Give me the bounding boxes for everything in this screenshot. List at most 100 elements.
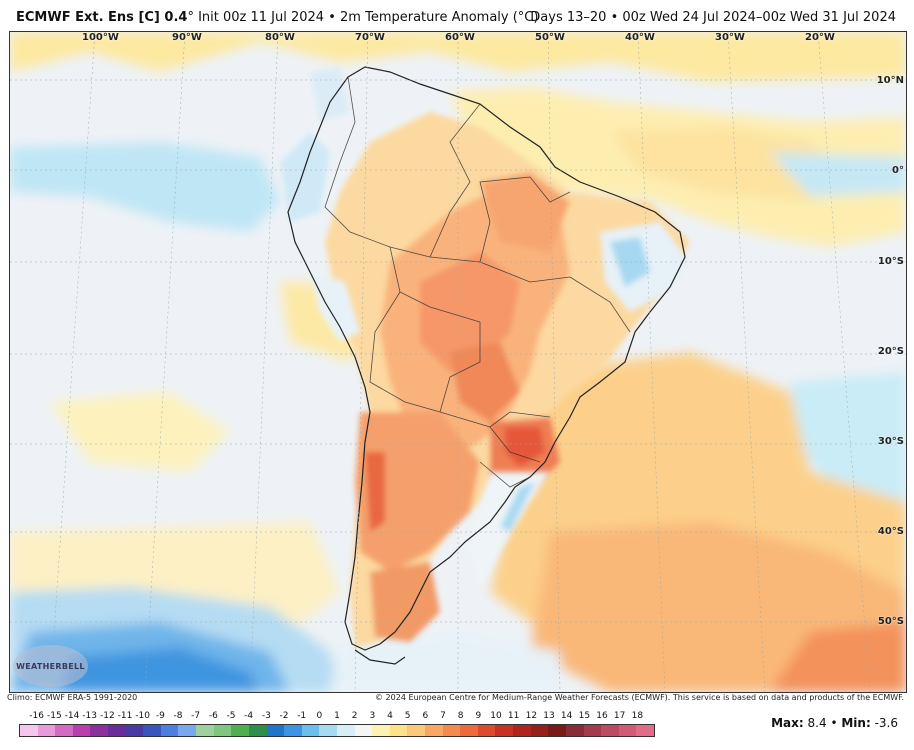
colorbar-swatch [55,725,73,736]
colorbar-swatch [442,725,461,736]
colorbar-tick-label: 6 [422,711,429,721]
colorbar-tick-label: -7 [191,711,201,721]
colorbar-tick-label: -5 [226,711,236,721]
colorbar-swatch [319,725,337,736]
colorbar-swatch [178,725,197,736]
stats-separator: • [830,716,838,730]
max-value: 8.4 [807,716,827,730]
colorbar-swatch [301,725,320,736]
colorbar-tick-label: -3 [261,711,271,721]
colorbar-tick-label: 3 [369,711,376,721]
map-title: ECMWF Ext. Ens [C] 0.4° Init 00z 11 Jul … [16,10,538,25]
min-label: Min: [841,716,871,730]
colorbar-tick-label: 16 [596,711,608,721]
model-name: ECMWF Ext. Ens [C] 0.4 [16,10,188,25]
colorbar-swatch [460,725,478,736]
colorbar-swatch [90,725,109,736]
lat-label: 20°S [877,346,904,357]
colorbar-swatch [196,725,214,736]
colorbar-swatch [125,725,144,736]
colorbar-swatch [336,725,355,736]
colorbar-tick-label: -15 [46,711,62,721]
lon-label: 80°W [265,32,295,43]
colorbar-swatch [601,725,619,736]
colorbar-tick-label: 2 [351,711,358,721]
min-value: -3.6 [874,716,898,730]
colorbar-swatch [108,725,126,736]
colorbar-tick-label: -9 [155,711,165,721]
map-canvas [10,32,906,692]
colorbar-swatch [425,725,443,736]
colorbar-tick-label: 12 [525,711,538,721]
country-borders [324,76,631,488]
colorbar-tick-label: -13 [82,711,97,721]
copyright-note: © 2024 European Centre for Medium-Range … [375,693,904,702]
anomaly-map: 100°W 90°W 80°W 70°W 60°W 50°W 40°W 30°W… [9,31,907,693]
colorbar-swatch [583,725,602,736]
title-separator: • [328,10,336,25]
lon-label: 40°W [625,32,655,43]
colorbar-tick-label: -6 [208,711,218,721]
colorbar: -16 -15 -14 -13 -12 -11 -10 -9 -8 -7 -6 -5 -4 -3 -2 -1 0… [19,711,655,737]
colorbar-swatch [354,725,373,736]
colorbar-swatch [407,725,426,736]
colorbar-tick-label: -10 [135,711,150,721]
colorbar-swatch [618,725,637,736]
colorbar-swatch [636,725,654,736]
colorbar-swatch [389,725,408,736]
colorbar-tick-label: -8 [173,711,183,721]
colorbar-swatches [19,724,655,737]
colorbar-tick-label: 14 [560,711,573,721]
header: ECMWF Ext. Ens [C] 0.4° Init 00z 11 Jul … [0,0,914,30]
colorbar-tick-label: 0 [316,711,323,721]
colorbar-tick-label: -16 [29,711,44,721]
colorbar-swatch [565,725,584,736]
max-min-stats: Max: 8.4 • Min: -3.6 [771,716,898,730]
colorbar-tick-label: -12 [99,711,115,721]
colorbar-swatch [143,725,161,736]
lon-label: 90°W [172,32,202,43]
max-label: Max: [771,716,804,730]
colorbar-tick-label: 15 [578,711,591,721]
weatherbell-logo: WEATHERBELL [13,645,88,687]
lon-label: 30°W [715,32,745,43]
colorbar-swatch [231,725,249,736]
colorbar-swatch [213,725,232,736]
valid-period: Days 13–20 • 00z Wed 24 Jul 2024–00z Wed… [530,10,896,25]
lat-label: 40°S [877,526,904,537]
graticule [10,32,906,692]
colorbar-swatch [513,725,531,736]
logo-text: WEATHERBELL [16,661,85,671]
colorbar-labels: -16 -15 -14 -13 -12 -11 -10 -9 -8 -7 -6 -5 -4 -3 -2 -1 0… [19,711,655,723]
colorbar-swatch [372,725,390,736]
lat-label: 30°S [877,436,904,447]
init-time: Init 00z 11 Jul 2024 [198,10,325,25]
field-name: 2m Temperature Anomaly (°C) [340,10,539,25]
colorbar-swatch [37,725,56,736]
climo-note: Climo: ECMWF ERA-5 1991-2020 [7,693,138,702]
lon-label: 70°W [355,32,385,43]
colorbar-tick-label: -11 [117,711,133,721]
lon-label: 20°W [805,32,835,43]
colorbar-swatch [20,725,38,736]
colorbar-tick-label: 8 [457,711,464,721]
colorbar-swatch [548,725,566,736]
colorbar-tick-label: 1 [334,711,340,721]
colorbar-swatch [160,725,179,736]
colorbar-tick-label: 11 [507,711,520,721]
colorbar-tick-label: -4 [244,711,254,721]
colorbar-swatch [248,725,267,736]
colorbar-tick-label: 9 [475,711,482,721]
colorbar-tick-label: 4 [387,711,393,721]
colorbar-swatch [495,725,514,736]
lat-label: 10°N [876,75,904,86]
colorbar-tick-label: 10 [490,711,502,721]
colorbar-swatch [477,725,496,736]
colorbar-swatch [72,725,91,736]
colorbar-tick-label: -14 [64,711,80,721]
colorbar-swatch [266,725,285,736]
colorbar-swatch [530,725,549,736]
coastlines [287,66,686,665]
continent-anomaly [325,112,690,647]
lon-label: 100°W [82,32,119,43]
